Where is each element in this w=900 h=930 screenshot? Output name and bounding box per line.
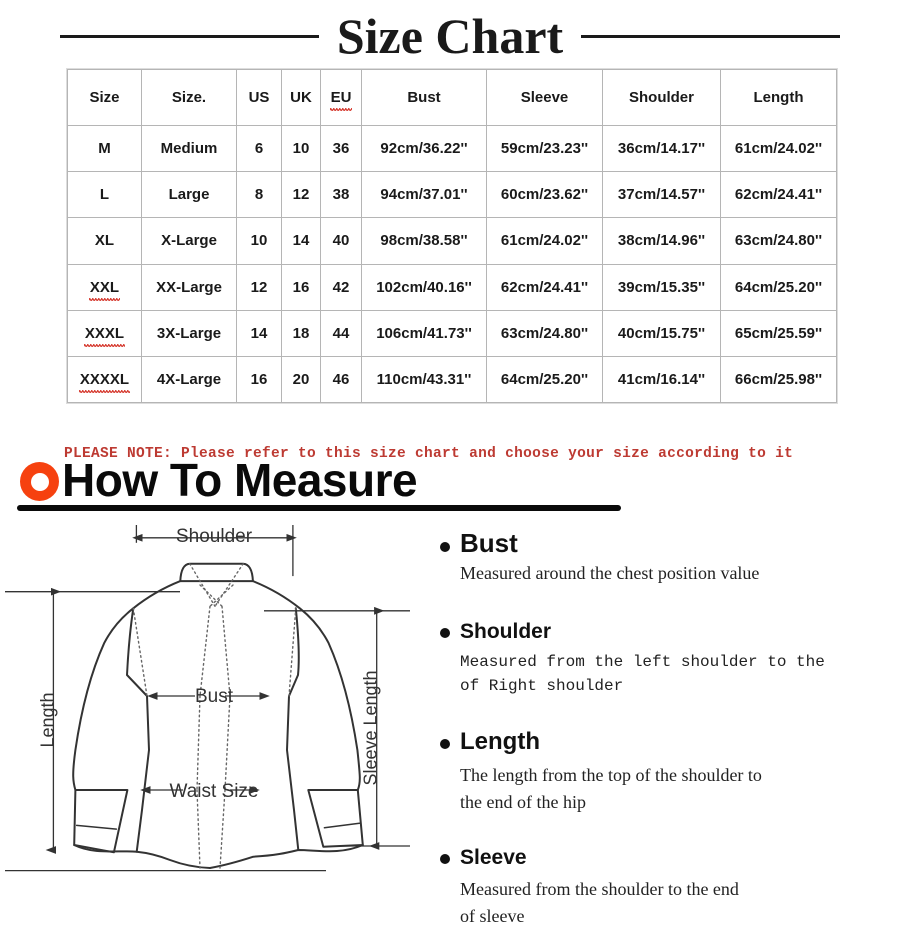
svg-text:Bust: Bust (195, 686, 234, 707)
svg-text:Waist Size: Waist Size (169, 781, 258, 802)
svg-text:Length: Length (37, 692, 57, 747)
svg-text:Sleeve Length: Sleeve Length (361, 670, 381, 785)
svg-text:Shoulder: Shoulder (176, 526, 253, 547)
